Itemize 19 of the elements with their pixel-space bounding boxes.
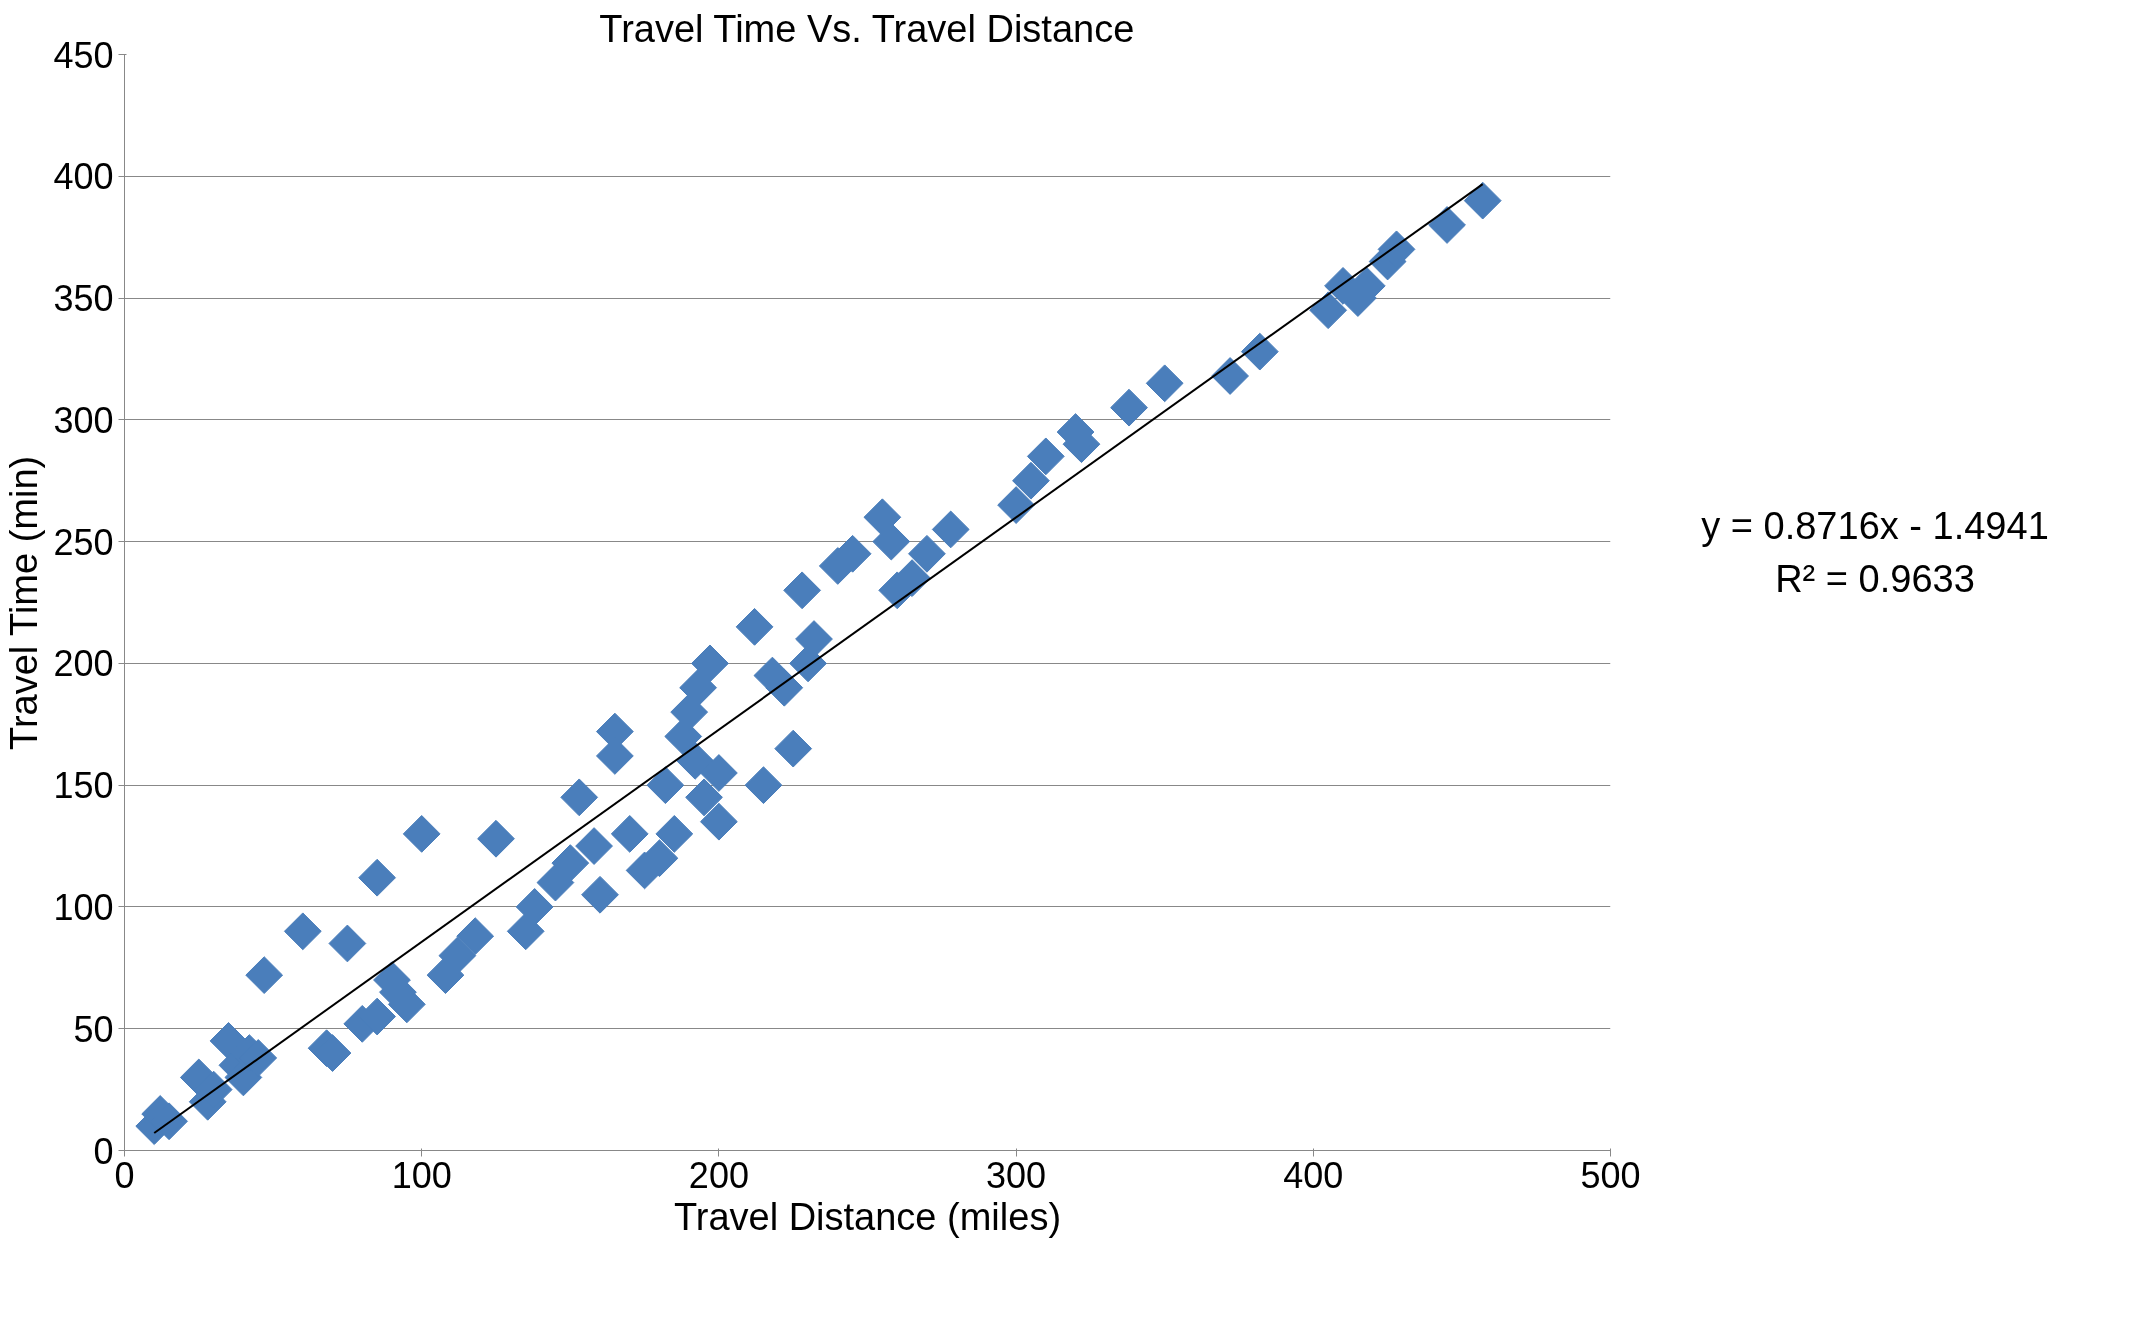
y-axis-title: Travel Time (min) <box>3 455 46 750</box>
y-tick-label: 300 <box>53 399 114 441</box>
y-tick-label: 150 <box>53 765 114 807</box>
text: y = 0.8716x - 1.4941 <box>1701 505 2049 547</box>
y-tick-label: 400 <box>53 156 114 198</box>
x-axis-title: Travel Distance (miles) <box>673 1195 1062 1238</box>
y-tick-label: 250 <box>53 521 114 563</box>
y-tick-label: 450 <box>53 34 114 76</box>
y-tick-label: 350 <box>53 278 114 320</box>
x-tick-label: 500 <box>1580 1154 1641 1196</box>
x-tick-label: 200 <box>688 1154 749 1196</box>
chart-title: Travel Time Vs. Travel Distance <box>599 7 1135 50</box>
y-tick-label: 100 <box>53 886 114 928</box>
y-tick-label: 200 <box>53 643 114 685</box>
x-tick-label: 100 <box>391 1154 452 1196</box>
x-tick-label: 400 <box>1283 1154 1344 1196</box>
y-tick-label: 50 <box>73 1008 114 1050</box>
text: R² = 0.9633 <box>1775 558 1975 601</box>
x-tick-label: 300 <box>986 1154 1047 1196</box>
